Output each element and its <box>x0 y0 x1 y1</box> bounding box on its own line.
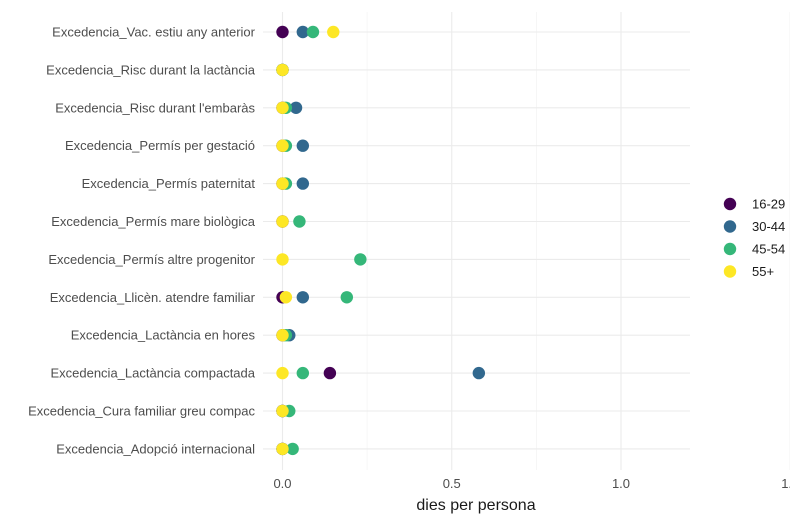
point-30-44 <box>296 25 310 39</box>
point-45-54 <box>296 366 310 380</box>
point-45-54 <box>354 253 367 266</box>
category-label: Excedencia_Cura familiar greu compac <box>28 404 255 419</box>
category-label: Excedencia_Permís per gestació <box>65 138 255 153</box>
category-label: Excedencia_Risc durant l'embaràs <box>55 100 255 115</box>
category-label: Excedencia_Lactància en hores <box>71 328 256 343</box>
point-55+ <box>276 366 289 380</box>
x-tick-labels: 0.00.51.01.52.0 <box>273 476 790 491</box>
x-tick-label: 1.0 <box>612 476 630 491</box>
legend-label: 45-54 <box>752 242 785 257</box>
point-30-44 <box>296 291 310 304</box>
point-55+ <box>276 442 289 456</box>
point-45-54 <box>340 291 354 304</box>
category-labels: Excedencia_Vac. estiu any anterior Excede… <box>28 25 256 457</box>
legend-key <box>723 265 737 278</box>
point-55+ <box>276 329 289 342</box>
category-label: Excedencia_Permís altre progenitor <box>48 252 255 267</box>
point-55+ <box>276 253 289 266</box>
point-16-29 <box>323 366 337 380</box>
point-55+ <box>276 139 289 152</box>
point-55+ <box>276 215 289 228</box>
data-points <box>276 25 486 456</box>
point-55+ <box>276 101 289 115</box>
legend-key <box>723 197 737 211</box>
legend-label: 55+ <box>752 264 774 279</box>
category-label: Excedencia_Lactància compactada <box>50 366 255 381</box>
category-label: Excedencia_Permís mare biològica <box>51 214 256 229</box>
point-45-54 <box>293 215 306 228</box>
point-30-44 <box>289 101 303 115</box>
point-55+ <box>276 177 289 190</box>
point-30-44 <box>472 366 486 380</box>
legend-key <box>723 220 737 233</box>
legend-label: 30-44 <box>752 219 785 234</box>
x-tick-label: 0.0 <box>273 476 291 491</box>
x-axis-title: dies per persona <box>416 497 535 514</box>
legend: 16-29 30-44 45-54 55+ <box>723 197 785 279</box>
category-label: Excedencia_Risc durant la lactància <box>46 62 256 77</box>
point-55+ <box>279 291 293 304</box>
category-label: Excedencia_Adopció internacional <box>56 441 255 456</box>
category-label: Excedencia_Vac. estiu any anterior <box>52 25 255 40</box>
point-16-29 <box>276 25 289 39</box>
point-55+ <box>327 25 340 39</box>
x-tick-label: 0.5 <box>443 476 461 491</box>
category-label: Excedencia_Llicèn. atendre familiar <box>50 290 256 305</box>
point-30-44 <box>296 177 310 190</box>
legend-label: 16-29 <box>752 197 785 212</box>
point-45-54 <box>286 442 299 456</box>
point-30-44 <box>296 139 310 152</box>
point-55+ <box>276 404 289 418</box>
point-45-54 <box>306 25 320 39</box>
x-tick-label: 1.5 <box>781 476 790 491</box>
category-label: Excedencia_Permís paternitat <box>82 176 256 191</box>
legend-key <box>723 242 737 256</box>
grid-layer <box>263 12 790 470</box>
point-55+ <box>276 63 289 77</box>
